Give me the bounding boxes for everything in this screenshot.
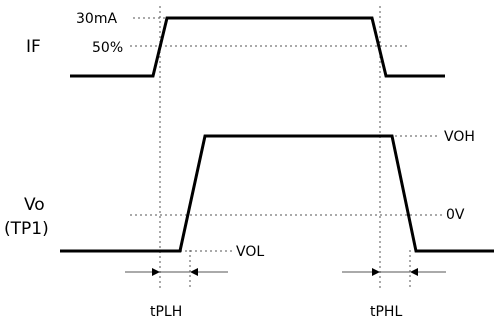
label-vo-probe: (TP1) [4, 219, 49, 239]
label-tplh: tPLH [150, 304, 182, 320]
tphl-arrow-left-head [372, 268, 380, 276]
label-zero-v: 0V [446, 207, 465, 223]
label-if-max: 30mA [76, 11, 117, 27]
label-if-signal: IF [26, 37, 41, 57]
tplh-arrow-right-head [190, 268, 198, 276]
vo-waveform [60, 134, 494, 253]
label-if-half: 50% [92, 40, 123, 56]
if-waveform [70, 16, 445, 78]
label-vo-signal: Vo [24, 195, 45, 215]
label-voh: VOH [444, 129, 475, 145]
label-tphl: tPHL [370, 304, 402, 320]
tphl-arrow-right-head [410, 268, 418, 276]
tplh-arrow-left-head [152, 268, 160, 276]
label-vol: VOL [236, 244, 264, 260]
